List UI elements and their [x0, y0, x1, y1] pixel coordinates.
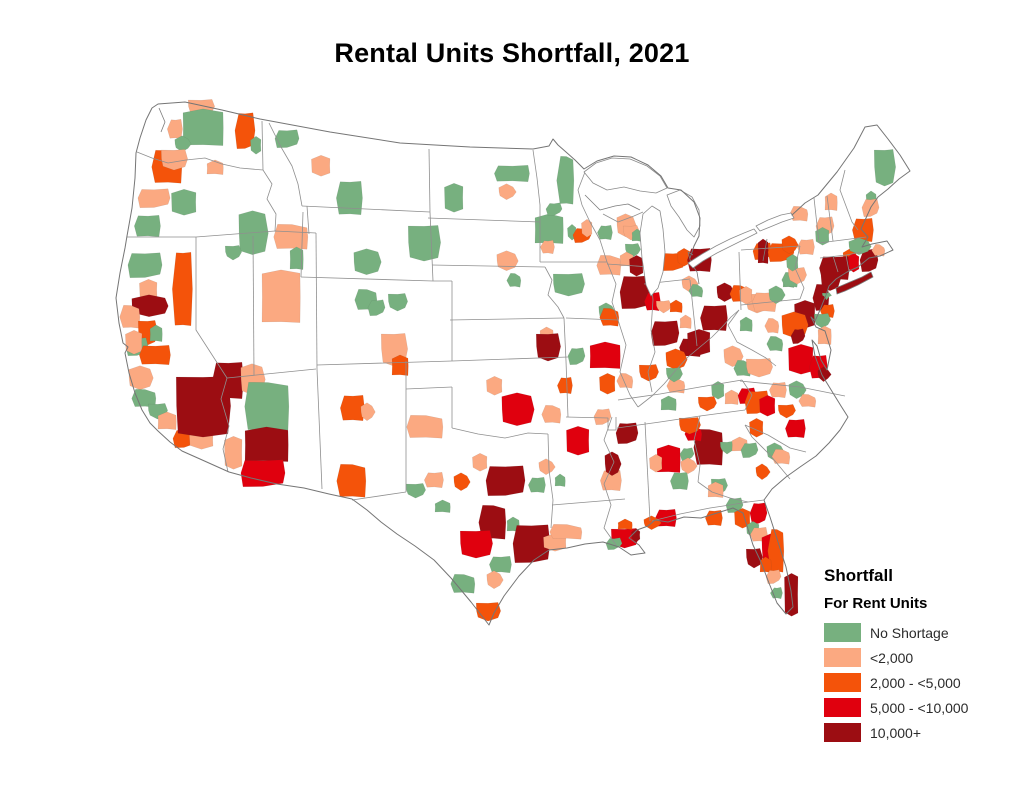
county-patches [119, 99, 896, 622]
legend-label: 10,000+ [870, 724, 921, 741]
legend-swatch-red [824, 698, 861, 717]
state-borders [127, 120, 867, 546]
coastline-details [158, 107, 874, 295]
legend-swatch-orange [824, 673, 861, 692]
legend-item-5000-10000: 5,000 - <10,000 [824, 695, 1024, 720]
great-lakes [583, 157, 795, 297]
legend-item-2000-5000: 2,000 - <5,000 [824, 670, 1024, 695]
map-legend: Shortfall For Rent Units No Shortage <2,… [824, 566, 1024, 745]
legend-label: 5,000 - <10,000 [870, 699, 969, 716]
legend-item-under-2000: <2,000 [824, 645, 1024, 670]
legend-title: Shortfall [824, 566, 893, 585]
legend-item-no-shortage: No Shortage [824, 620, 1024, 645]
legend-item-10000-plus: 10,000+ [824, 720, 1024, 745]
legend-subtitle: For Rent Units [824, 595, 928, 612]
legend-swatch-salmon [824, 648, 861, 667]
legend-swatch-darkred [824, 723, 861, 742]
us-outline [115, 101, 911, 626]
page-title: Rental Units Shortfall, 2021 [334, 38, 690, 68]
legend-swatch-green [824, 623, 861, 642]
legend-label: <2,000 [870, 649, 914, 666]
legend-label: No Shortage [870, 624, 949, 641]
legend-label: 2,000 - <5,000 [870, 674, 961, 691]
